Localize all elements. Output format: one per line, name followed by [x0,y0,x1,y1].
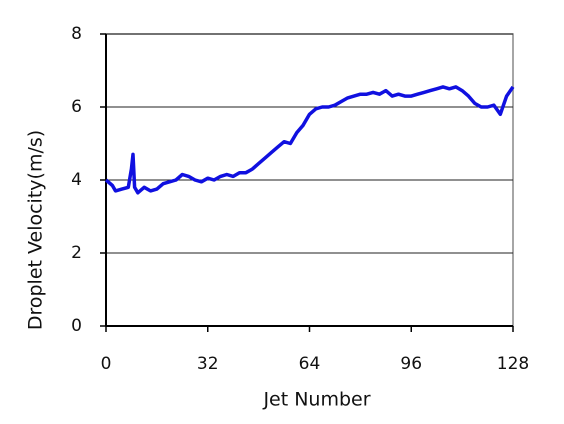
y-tick-label: 6 [71,97,82,117]
x-tick-label: 128 [497,354,529,374]
y-tick-label: 4 [71,170,82,190]
y-tick-label: 8 [71,24,82,44]
x-tick-label: 64 [299,354,321,374]
y-tick-label: 0 [71,316,82,336]
data-line [104,85,515,195]
x-tick-label: 0 [101,354,112,374]
x-tick-label: 96 [400,354,422,374]
y-tick-label: 2 [71,243,82,263]
x-tick-label: 32 [197,354,219,374]
x-axis-label: Jet Number [262,389,370,411]
y-axis-label: Droplet Velocity(m/s) [25,130,47,330]
